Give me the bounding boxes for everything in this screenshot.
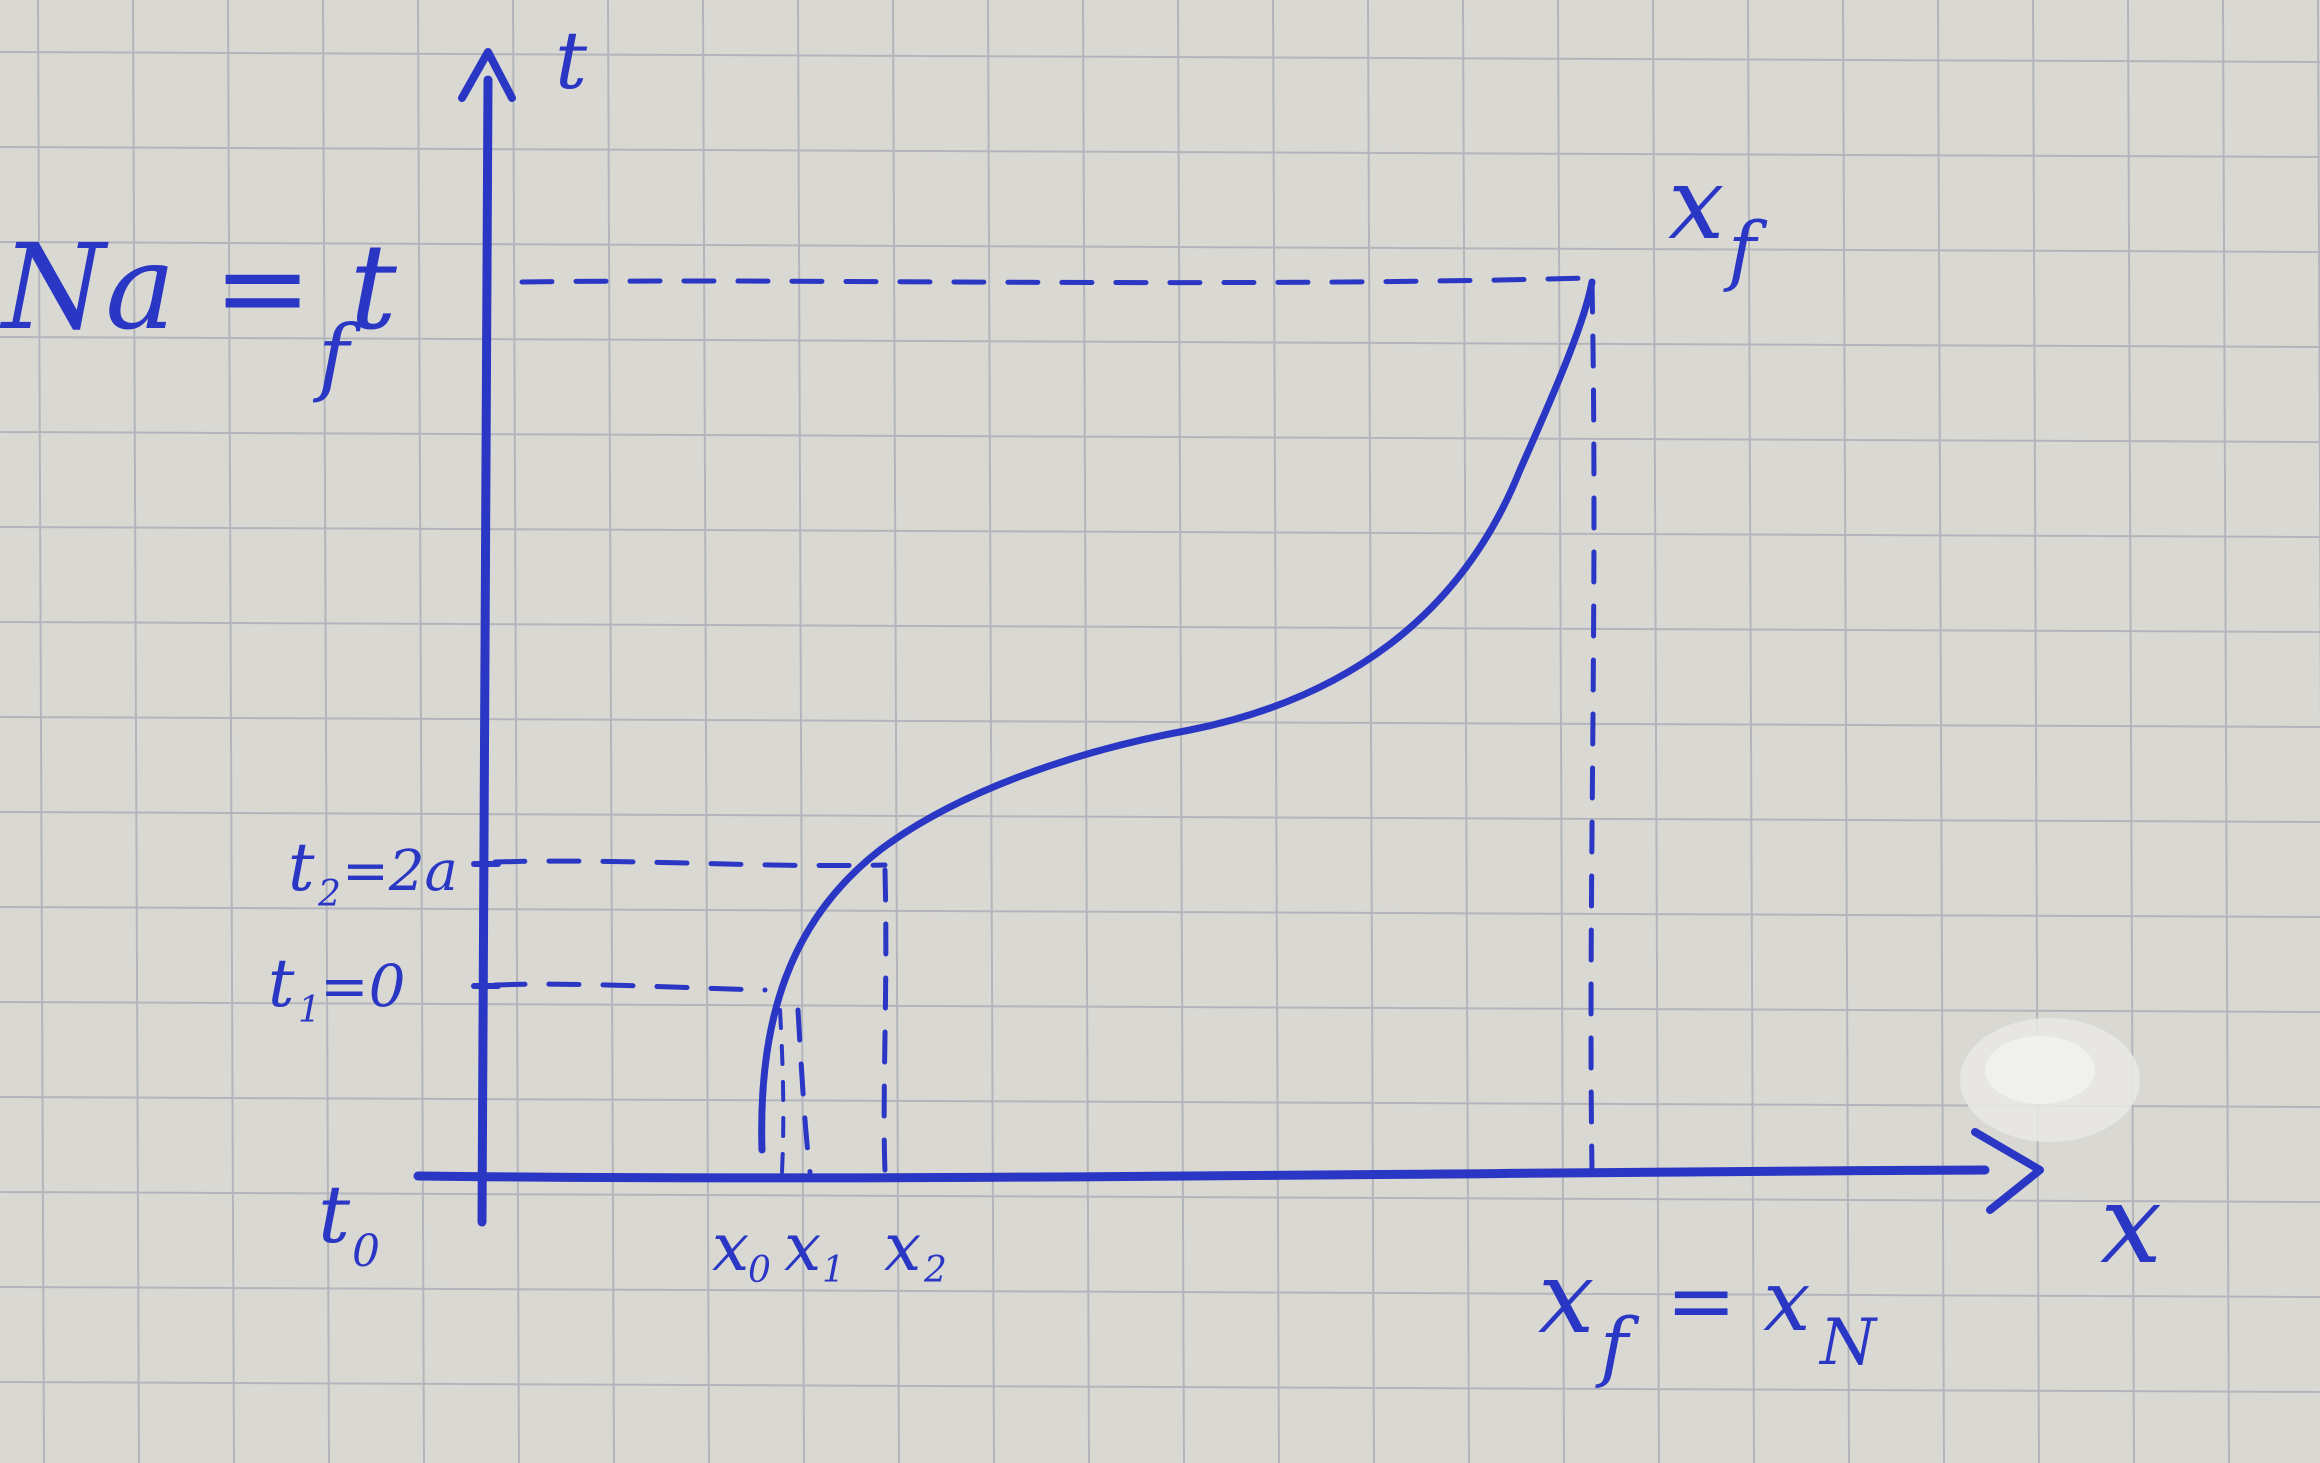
grid-line-vertical bbox=[2032, 0, 2040, 1463]
t-axis-arrow bbox=[458, 48, 516, 102]
svg-text:x: x bbox=[884, 1209, 921, 1286]
grid-line-vertical bbox=[132, 0, 140, 1463]
svg-text:x: x bbox=[1538, 1239, 1594, 1356]
grid-line-horizontal bbox=[0, 716, 2320, 728]
x-0-tick bbox=[778, 1008, 786, 1174]
svg-text:2: 2 bbox=[923, 1250, 947, 1291]
grid-line-vertical bbox=[1082, 0, 1090, 1463]
grid-line-horizontal bbox=[0, 51, 2320, 63]
svg-text:1: 1 bbox=[298, 990, 321, 1031]
svg-text:1: 1 bbox=[822, 1250, 845, 1291]
svg-text:x: x bbox=[1668, 145, 1724, 262]
svg-text:x: x bbox=[712, 1209, 749, 1286]
grid-line-horizontal bbox=[0, 336, 2320, 348]
x-axis bbox=[413, 1165, 1990, 1183]
grid-line-vertical bbox=[37, 0, 45, 1463]
grid-line-horizontal bbox=[0, 1191, 2320, 1203]
grid-line-horizontal bbox=[0, 621, 2320, 633]
svg-text:2: 2 bbox=[317, 874, 341, 915]
svg-text:=0: =0 bbox=[320, 952, 406, 1020]
grid-line-horizontal bbox=[0, 1001, 2320, 1013]
grid-line-vertical bbox=[1272, 0, 1280, 1463]
svg-text:N: N bbox=[1818, 1306, 1878, 1380]
svg-text:t: t bbox=[268, 945, 295, 1022]
grid-line-vertical bbox=[1652, 0, 1660, 1463]
trajectory-curve bbox=[758, 278, 1596, 1154]
svg-text:Na = t: Na = t bbox=[0, 218, 397, 356]
x-f-dashed-line bbox=[1588, 279, 1597, 1173]
t-0-label: t 0 bbox=[318, 1168, 380, 1277]
grid-line-horizontal bbox=[0, 1096, 2320, 1108]
grid-line-horizontal bbox=[0, 906, 2320, 918]
grid-line-horizontal bbox=[0, 1381, 2320, 1393]
grid-line-horizontal bbox=[0, 1286, 2320, 1298]
grid-line-vertical bbox=[797, 0, 805, 1463]
svg-text:0: 0 bbox=[748, 1250, 771, 1291]
svg-text:t: t bbox=[318, 1168, 351, 1261]
grid-line-vertical bbox=[1462, 0, 1470, 1463]
svg-text:t: t bbox=[288, 829, 315, 906]
x-0-label: x 0 bbox=[712, 1209, 771, 1291]
grid-line-vertical bbox=[2127, 0, 2135, 1463]
grid-line-vertical bbox=[2222, 0, 2230, 1463]
grid-line-vertical bbox=[2317, 0, 2320, 732]
grid-line-vertical bbox=[1747, 0, 1755, 1463]
svg-text:0: 0 bbox=[352, 1226, 380, 1277]
svg-text:=2a: =2a bbox=[342, 839, 458, 904]
x-axis-label: x bbox=[2100, 1160, 2162, 1288]
grid-line-horizontal bbox=[0, 241, 2320, 253]
t-2-dashed-line bbox=[492, 858, 888, 869]
x-1-dashed-line bbox=[795, 1007, 813, 1175]
t-2-label: t 2 =2a bbox=[288, 829, 458, 915]
grid-line-horizontal bbox=[0, 431, 2320, 443]
grid-line-vertical bbox=[892, 0, 900, 1463]
grid-line-vertical bbox=[1367, 0, 1375, 1463]
x-2-dashed-line bbox=[881, 867, 889, 1175]
t-f-dashed-line bbox=[519, 275, 1593, 286]
grid-line-horizontal bbox=[0, 146, 2320, 158]
x-1-label: x 1 bbox=[784, 1209, 845, 1291]
t-f-label: Na = t f bbox=[0, 218, 397, 405]
t-axis-label: t bbox=[555, 14, 588, 107]
t-1-label: t 1 =0 bbox=[268, 945, 406, 1031]
grid-line-vertical bbox=[702, 0, 710, 1463]
grid-line-horizontal bbox=[0, 811, 2320, 823]
t-axis bbox=[477, 75, 493, 1227]
grid-line-vertical bbox=[1937, 0, 1945, 1463]
grid-line-horizontal bbox=[0, 526, 2320, 538]
grid-line-vertical bbox=[1557, 0, 1565, 1463]
grid-line-vertical bbox=[987, 0, 995, 1463]
svg-text:x: x bbox=[784, 1209, 821, 1286]
x-axis-arrow bbox=[1971, 1128, 2044, 1214]
t-1-dashed-line bbox=[492, 981, 768, 993]
grid-line-vertical bbox=[1842, 0, 1850, 1463]
svg-text:= x: = x bbox=[1666, 1252, 1810, 1350]
x-2-label: x 2 bbox=[884, 1209, 947, 1291]
